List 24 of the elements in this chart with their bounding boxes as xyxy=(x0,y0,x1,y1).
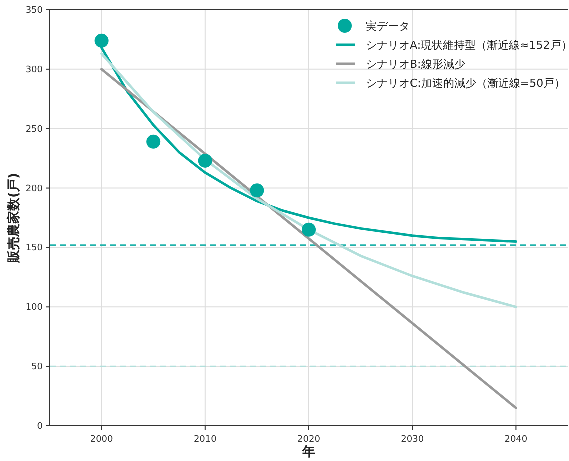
point xyxy=(250,184,264,198)
legend-label: シナリオB:線形減少 xyxy=(366,58,466,71)
y-tick-label: 150 xyxy=(26,244,44,254)
legend-label: シナリオC:加速的減少（漸近線=50戸） xyxy=(366,77,566,90)
x-tick-label: 2020 xyxy=(298,435,321,445)
x-tick-label: 2030 xyxy=(401,435,424,445)
y-tick-label: 200 xyxy=(26,184,44,194)
y-tick-label: 300 xyxy=(26,65,44,76)
y-tick-label: 350 xyxy=(26,6,44,16)
point xyxy=(302,222,316,237)
y-tick-label: 0 xyxy=(37,422,44,432)
point xyxy=(94,34,109,48)
y-tick-label: 250 xyxy=(26,124,44,135)
legend-label: 実データ xyxy=(366,20,410,33)
point xyxy=(198,154,212,168)
legend-label: シナリオA:現状維持型（漸近線≈152戸） xyxy=(366,39,569,52)
y-tick-label: 50 xyxy=(32,362,44,373)
x-tick-label: 2000 xyxy=(90,435,114,445)
y-tick-label: 100 xyxy=(26,303,44,314)
x-tick-label: 2040 xyxy=(504,435,528,445)
y-axis-title: 販売農家数(戸) xyxy=(6,173,22,264)
x-tick-label: 2010 xyxy=(194,435,218,445)
x-axis-title: 年 xyxy=(302,445,316,460)
point xyxy=(146,134,161,149)
